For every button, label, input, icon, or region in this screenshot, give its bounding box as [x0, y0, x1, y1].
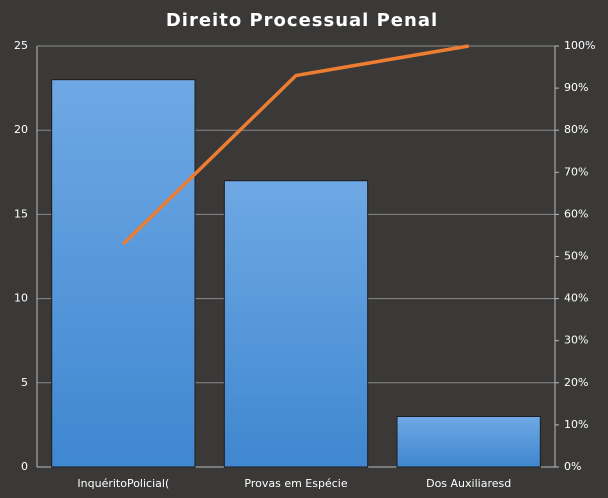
- y2-tick-label: 40%: [564, 292, 588, 305]
- y2-tick-label: 0%: [564, 460, 581, 473]
- y2-tick-label: 30%: [564, 334, 588, 347]
- y2-tick-label: 100%: [564, 39, 595, 52]
- x-tick-label: Provas em Espécie: [244, 477, 347, 490]
- x-tick-label: InquéritoPolicial(: [77, 477, 169, 490]
- y2-tick-label: 80%: [564, 123, 588, 136]
- x-tick-label: Dos Auxiliaresd: [426, 477, 511, 490]
- line: [122, 44, 469, 246]
- y2-tick-label: 10%: [564, 418, 588, 431]
- y-tick-label: 10: [14, 292, 28, 305]
- bar: [51, 79, 196, 468]
- y-tick-label: 20: [14, 123, 28, 136]
- y2-tick-label: 90%: [564, 81, 588, 94]
- y2-tick-label: 20%: [564, 376, 588, 389]
- y2-tick-label: 50%: [564, 250, 588, 263]
- bar: [223, 180, 369, 468]
- y2-tick-label: 70%: [564, 165, 588, 178]
- chart-title: Direito Processual Penal: [166, 10, 438, 31]
- y-tick-label: 0: [21, 460, 28, 473]
- y-tick-label: 15: [14, 207, 28, 220]
- y-tick-label: 25: [14, 39, 28, 52]
- bar: [396, 415, 541, 468]
- y2-tick-label: 60%: [564, 207, 588, 220]
- y-tick-label: 5: [21, 376, 28, 389]
